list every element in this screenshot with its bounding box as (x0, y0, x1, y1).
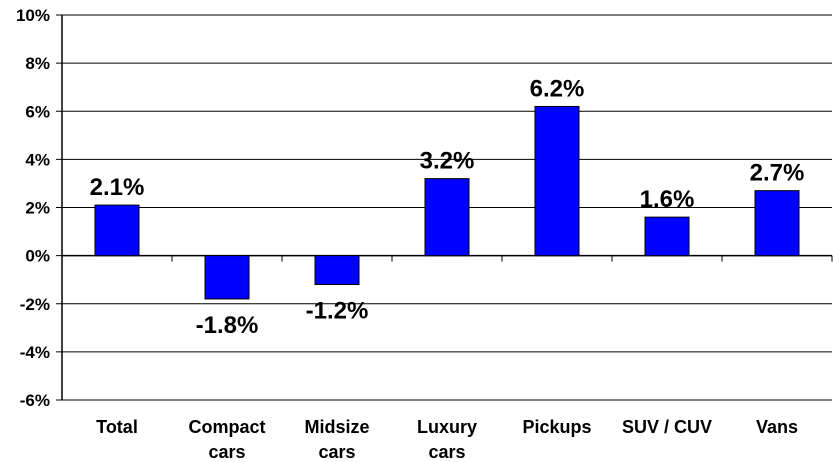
bar (534, 105, 580, 257)
x-tick-label: Pickups (522, 417, 591, 437)
bar (644, 216, 690, 257)
y-tick-label: 6% (25, 102, 50, 121)
y-tick-label: 8% (25, 54, 50, 73)
x-tick-label: Vans (756, 417, 798, 437)
bar (94, 204, 140, 257)
x-tick-label: Midsize cars (304, 417, 369, 462)
data-label: 2.7% (750, 160, 805, 187)
bars (94, 105, 800, 300)
y-tick-label: -6% (20, 391, 50, 410)
data-label: -1.2% (306, 298, 369, 325)
bar (424, 178, 470, 257)
y-tick-label: 10% (16, 6, 50, 25)
data-label: 2.1% (90, 174, 145, 201)
bar (754, 190, 800, 257)
bar (314, 255, 360, 285)
data-label: 6.2% (530, 75, 585, 102)
x-tick-label: SUV / CUV (622, 417, 712, 437)
x-tick-label: Compact cars (188, 417, 265, 462)
y-tick-label: 4% (25, 150, 50, 169)
data-label: 1.6% (640, 186, 695, 213)
y-tick-label: -4% (20, 343, 50, 362)
data-label: -1.8% (196, 312, 259, 339)
y-axis-ticks: 10% 8% 6% 4% 2% 0% -2% -4% -6% (16, 6, 50, 410)
data-label: 3.2% (420, 148, 475, 175)
x-tick-label: Luxury cars (417, 417, 477, 462)
x-tick-label: Total (96, 417, 138, 437)
bar (204, 255, 250, 300)
y-tick-label: 2% (25, 199, 50, 218)
y-tick-label: -2% (20, 295, 50, 314)
data-labels: 2.1% -1.8% -1.2% 3.2% 6.2% 1.6% 2.7% (90, 75, 805, 339)
x-axis-ticks: Total Compact cars Midsize cars Luxury cars Pic… (96, 417, 798, 462)
y-tick-label: 0% (25, 247, 50, 266)
